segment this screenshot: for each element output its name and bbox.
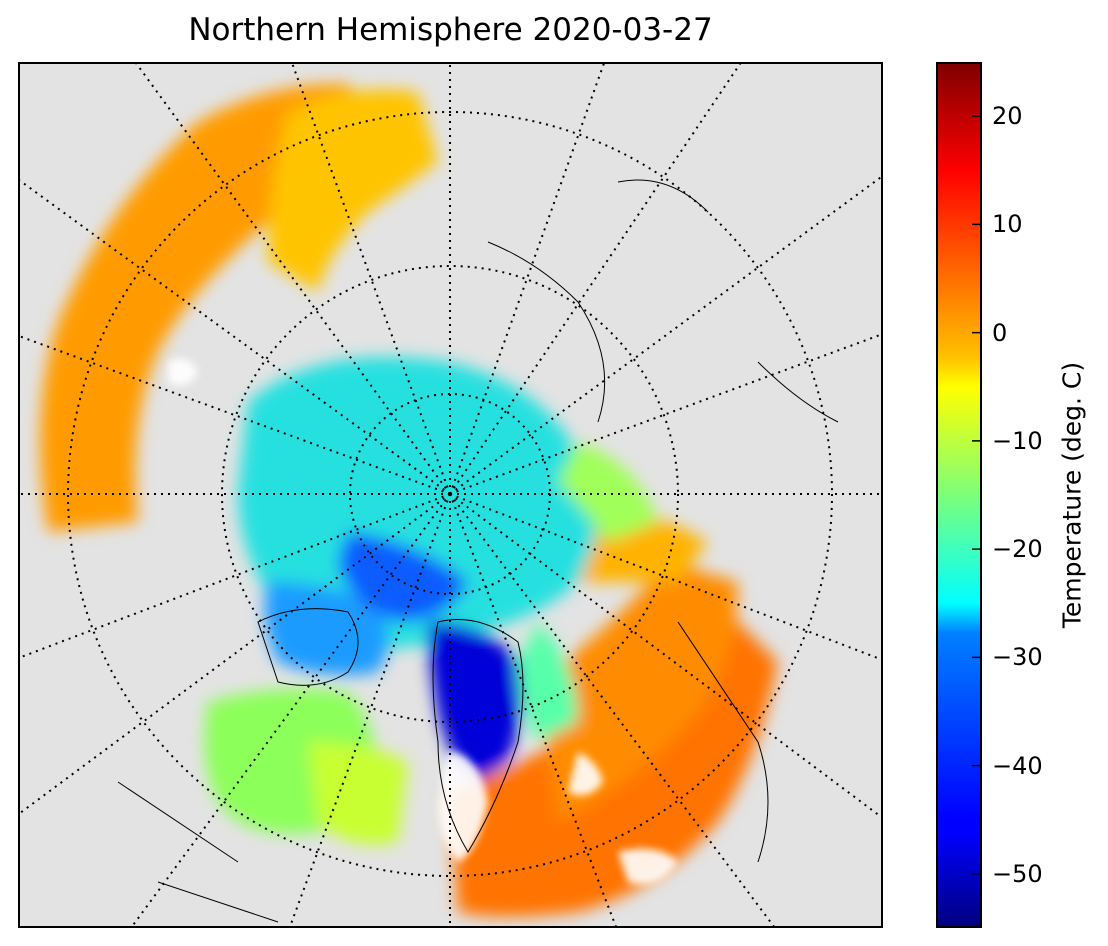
- plot-title: Northern Hemisphere 2020-03-27: [188, 12, 713, 48]
- colorbar-ticks: [972, 115, 982, 875]
- temperature-field: [40, 83, 778, 917]
- colorbar-tick-label: −30: [992, 643, 1043, 672]
- colorbar-gradient: [936, 62, 982, 928]
- parallel-60: [221, 265, 679, 723]
- coastlines: [117, 179, 839, 923]
- colorbar-tick-label: −40: [992, 751, 1043, 780]
- parallel-40: [67, 111, 833, 877]
- no-data-mask: [168, 358, 678, 885]
- colorbar-tick-label: −50: [992, 859, 1043, 888]
- colorbar-tick-label: −20: [992, 535, 1043, 564]
- colorbar-tick-label: 0: [992, 318, 1008, 347]
- colorbar-tick-label: 20: [992, 102, 1023, 131]
- graticule: [18, 62, 883, 928]
- colorbar: [936, 62, 982, 928]
- colorbar-tick-label: −10: [992, 426, 1043, 455]
- colorbar-tick-label: 10: [992, 210, 1023, 239]
- meridians: [18, 62, 883, 928]
- map-frame: [18, 62, 883, 928]
- polar-temperature-map: [18, 62, 883, 928]
